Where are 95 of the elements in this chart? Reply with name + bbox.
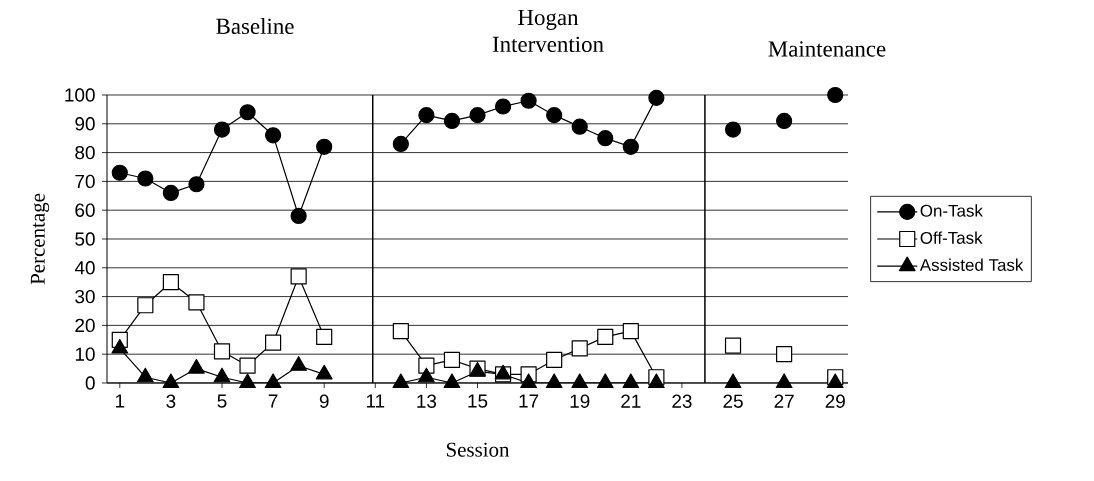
point (571, 340, 588, 357)
point (546, 351, 563, 369)
point (290, 268, 307, 285)
point (264, 334, 282, 351)
x-tick-label: 29 (825, 394, 845, 408)
legend-label: Assisted Task (919, 258, 1024, 271)
x-tick-label: 25 (723, 394, 743, 408)
x-tick-label: 9 (319, 394, 329, 408)
y-tick-label: 80 (75, 145, 95, 160)
point (418, 357, 435, 374)
point (137, 170, 154, 187)
point (520, 373, 538, 389)
point (647, 373, 665, 389)
point (622, 373, 640, 389)
y-tick-label: 50 (75, 232, 95, 246)
point (392, 373, 410, 389)
point (316, 328, 333, 346)
point (776, 112, 793, 129)
point (520, 92, 537, 109)
point (137, 297, 154, 314)
point (188, 358, 205, 374)
point (775, 373, 793, 389)
point (776, 346, 793, 363)
point (264, 127, 282, 144)
y-tick-label: 100 (65, 88, 95, 102)
point (596, 373, 614, 389)
point (648, 89, 665, 106)
point (724, 121, 742, 138)
text: Baseline (216, 17, 294, 35)
y-tick-label: 10 (75, 347, 95, 361)
point (546, 107, 563, 124)
point (162, 373, 180, 389)
x-tick-label: 11 (366, 394, 385, 408)
legend-label: Off-Task (920, 231, 983, 244)
x-tick-label: 21 (621, 394, 641, 408)
point (188, 176, 205, 193)
point (213, 343, 231, 360)
point (571, 373, 589, 389)
point (494, 98, 512, 115)
point (418, 367, 435, 383)
point (239, 373, 256, 389)
point (826, 373, 844, 389)
point (622, 138, 639, 155)
point (290, 207, 307, 225)
y-tick-label: 0 (85, 376, 95, 390)
point (162, 184, 179, 201)
y-tick-label: 20 (75, 318, 95, 333)
point (418, 107, 435, 124)
point (443, 351, 461, 369)
x-tick-label: 1 (115, 394, 125, 408)
point (724, 373, 742, 389)
x-tick-label: 17 (519, 394, 539, 408)
x-tick-label: 5 (217, 394, 227, 408)
point (316, 138, 333, 155)
point (622, 323, 639, 340)
legend-label: On-Task (920, 204, 983, 217)
point (392, 135, 409, 153)
x-tick-label: 15 (468, 394, 488, 408)
text: Maintenance (768, 41, 886, 57)
point (188, 294, 205, 311)
point (264, 373, 282, 389)
y-tick-label: 30 (75, 289, 95, 304)
x-tick-label: 7 (268, 394, 278, 408)
point (239, 357, 256, 374)
point (111, 338, 129, 354)
point (724, 337, 742, 354)
point (213, 367, 231, 383)
y-axis-title: Percentage (30, 193, 50, 285)
x-tick-label: 3 (166, 394, 176, 408)
y-tick-label: 90 (75, 117, 95, 131)
x-tick-label: 19 (570, 394, 590, 408)
point (571, 118, 588, 135)
y-tick-label: 40 (74, 261, 95, 275)
point (239, 104, 256, 121)
x-tick-label: 27 (774, 394, 794, 408)
point (290, 356, 308, 371)
point (213, 121, 231, 138)
point (545, 373, 563, 389)
point (315, 364, 333, 380)
point (111, 164, 128, 181)
x-tick-label: 23 (672, 394, 692, 408)
x-tick-label: 13 (417, 394, 437, 408)
x-axis-title: Session (446, 442, 510, 457)
point (392, 323, 409, 340)
y-tick-label: 70 (75, 174, 95, 189)
point (597, 130, 614, 147)
y-tick-label: 60 (75, 203, 95, 217)
point (597, 328, 614, 346)
point (469, 107, 486, 124)
text: Hogan Intervention (492, 9, 604, 53)
point (443, 112, 461, 129)
point (827, 86, 844, 104)
point (443, 373, 461, 389)
point (136, 367, 154, 383)
point (162, 274, 179, 291)
